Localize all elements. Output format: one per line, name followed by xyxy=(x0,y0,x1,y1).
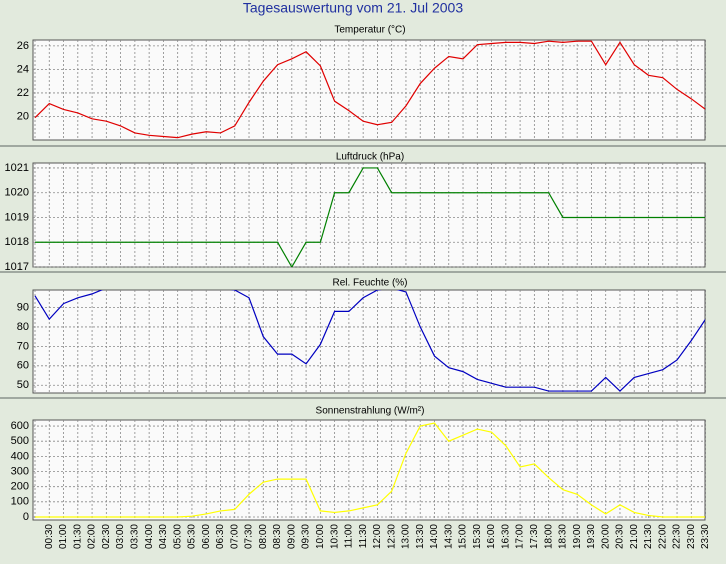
x-tick-label: 03:00 xyxy=(115,524,126,549)
x-tick-label: 09:30 xyxy=(301,524,312,549)
x-tick-label: 03:30 xyxy=(130,524,141,549)
x-tick-label: 06:00 xyxy=(201,524,212,549)
x-tick-label: 13:00 xyxy=(401,524,412,549)
x-tick-label: 12:30 xyxy=(386,524,397,549)
x-tick-label: 04:00 xyxy=(144,524,155,549)
plot-area xyxy=(32,419,706,521)
y-tick-label: 1021 xyxy=(5,162,29,174)
x-tick-label: 06:30 xyxy=(215,524,226,549)
y-tick-label: 300 xyxy=(11,465,29,477)
x-tick-label: 17:30 xyxy=(529,524,540,549)
x-tick-label: 12:00 xyxy=(372,524,383,549)
y-tick-label: 22 xyxy=(17,87,29,99)
x-tick-label: 19:00 xyxy=(572,524,583,549)
y-tick-label: 24 xyxy=(17,63,29,75)
y-tick-label: 0 xyxy=(23,511,29,523)
x-tick-label: 14:30 xyxy=(443,524,454,549)
panel-title: Luftdruck (hPa) xyxy=(336,152,404,163)
y-tick-label: 200 xyxy=(11,481,29,493)
x-tick-label: 04:30 xyxy=(158,524,169,549)
y-tick-label: 600 xyxy=(11,420,29,432)
data-line xyxy=(35,167,705,267)
x-tick-label: 08:30 xyxy=(272,524,283,549)
y-tick-label: 90 xyxy=(17,301,29,313)
x-tick-label: 18:30 xyxy=(558,524,569,549)
x-tick-label: 17:00 xyxy=(515,524,526,549)
x-tick-label: 08:00 xyxy=(258,524,269,549)
x-tick-label: 07:00 xyxy=(229,524,240,549)
page-title: Tagesauswertung vom 21. Jul 2003 xyxy=(243,0,463,16)
x-tick-label: 20:30 xyxy=(615,524,626,549)
y-tick-label: 26 xyxy=(17,40,29,52)
x-tick-label: 16:00 xyxy=(486,524,497,549)
plot-area xyxy=(32,289,706,394)
x-tick-label: 10:30 xyxy=(329,524,340,549)
data-line xyxy=(35,422,705,518)
panel-title: Temperatur (°C) xyxy=(334,25,405,36)
panel-title: Rel. Feuchte (%) xyxy=(332,278,407,289)
x-tick-label: 23:00 xyxy=(686,524,697,549)
panel-title: Sonnenstrahlung (W/m²) xyxy=(316,406,425,417)
x-tick-label: 11:30 xyxy=(358,524,369,549)
y-tick-label: 1018 xyxy=(5,236,29,248)
x-tick-label: 14:00 xyxy=(429,524,440,549)
x-tick-label: 23:30 xyxy=(700,524,711,549)
y-tick-label: 80 xyxy=(17,321,29,333)
data-line xyxy=(34,40,705,139)
x-tick-label: 10:00 xyxy=(315,524,326,549)
plot-area xyxy=(32,162,706,268)
x-tick-label: 11:00 xyxy=(344,524,355,549)
y-tick-label: 400 xyxy=(11,450,29,462)
y-tick-label: 1017 xyxy=(5,261,29,273)
x-tick-label: 22:00 xyxy=(657,524,668,549)
y-tick-label: 1020 xyxy=(5,187,29,199)
x-tick-label: 20:00 xyxy=(600,524,611,549)
x-tick-label: 01:00 xyxy=(58,524,69,549)
x-tick-label: 15:00 xyxy=(458,524,469,549)
y-tick-label: 50 xyxy=(17,379,29,391)
plot-area xyxy=(32,39,706,141)
x-tick-label: 21:00 xyxy=(629,524,640,549)
x-tick-label: 01:30 xyxy=(72,524,83,549)
x-tick-label: 18:00 xyxy=(543,524,554,549)
y-tick-label: 100 xyxy=(11,496,29,508)
y-tick-label: 20 xyxy=(17,110,29,122)
x-tick-label: 07:30 xyxy=(244,524,255,549)
x-tick-label: 16:30 xyxy=(500,524,511,549)
x-tick-label: 09:00 xyxy=(286,524,297,549)
x-tick-label: 21:30 xyxy=(643,524,654,549)
y-tick-label: 1019 xyxy=(5,211,29,223)
y-tick-label: 60 xyxy=(17,360,29,372)
x-tick-label: 15:30 xyxy=(472,524,483,549)
x-tick-label: 02:00 xyxy=(87,524,98,549)
x-tick-label: 02:30 xyxy=(101,524,112,549)
x-tick-label: 05:30 xyxy=(187,524,198,549)
x-tick-label: 22:30 xyxy=(672,524,683,549)
x-tick-label: 13:30 xyxy=(415,524,426,549)
x-tick-label: 19:30 xyxy=(586,524,597,549)
data-line xyxy=(34,290,705,392)
y-tick-label: 500 xyxy=(11,435,29,447)
x-tick-label: 00:30 xyxy=(44,524,55,549)
y-tick-label: 70 xyxy=(17,340,29,352)
x-tick-label: 05:00 xyxy=(172,524,183,549)
